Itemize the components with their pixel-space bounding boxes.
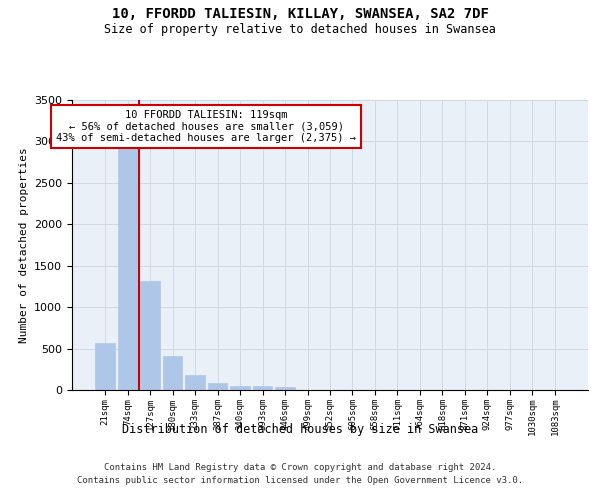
Text: Contains public sector information licensed under the Open Government Licence v3: Contains public sector information licen… <box>77 476 523 485</box>
Bar <box>230 386 250 390</box>
Bar <box>95 343 115 390</box>
Y-axis label: Number of detached properties: Number of detached properties <box>19 147 29 343</box>
Bar <box>118 148 137 390</box>
Bar <box>140 280 160 390</box>
Bar <box>185 374 205 390</box>
Bar <box>275 386 295 390</box>
Text: 10, FFORDD TALIESIN, KILLAY, SWANSEA, SA2 7DF: 10, FFORDD TALIESIN, KILLAY, SWANSEA, SA… <box>112 8 488 22</box>
Bar <box>253 386 272 390</box>
Bar <box>208 384 227 390</box>
Text: Contains HM Land Registry data © Crown copyright and database right 2024.: Contains HM Land Registry data © Crown c… <box>104 462 496 471</box>
Text: 10 FFORDD TALIESIN: 119sqm
← 56% of detached houses are smaller (3,059)
43% of s: 10 FFORDD TALIESIN: 119sqm ← 56% of deta… <box>56 110 356 143</box>
Bar <box>163 356 182 390</box>
Text: Distribution of detached houses by size in Swansea: Distribution of detached houses by size … <box>122 422 478 436</box>
Text: Size of property relative to detached houses in Swansea: Size of property relative to detached ho… <box>104 22 496 36</box>
